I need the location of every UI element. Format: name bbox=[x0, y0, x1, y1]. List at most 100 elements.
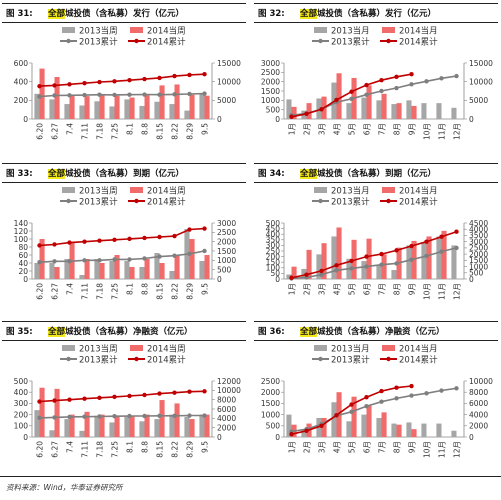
bar-mark bbox=[301, 268, 307, 279]
bar-mark bbox=[49, 430, 55, 437]
line-point bbox=[157, 92, 162, 97]
chart-panel-34: 图 34: 全部城投债（含私募）到期（亿元） 2013当月 2014当月 2013累… bbox=[254, 163, 498, 319]
line-point bbox=[454, 229, 459, 234]
bar-mark bbox=[99, 414, 105, 437]
legend-swatch-marker bbox=[134, 38, 139, 44]
bar-mark bbox=[189, 419, 195, 437]
line-point bbox=[82, 239, 87, 244]
x-tick-label: 7.11 bbox=[81, 283, 90, 300]
line-point bbox=[304, 428, 309, 434]
bar-mark bbox=[39, 68, 45, 119]
x-tick-label: 8.1 bbox=[126, 283, 135, 295]
right-tick-label: 1500 bbox=[217, 247, 236, 256]
left-tick-label: 0 bbox=[275, 115, 280, 124]
bar-mark bbox=[336, 73, 342, 119]
series-line bbox=[39, 250, 205, 263]
bar-mark bbox=[331, 402, 337, 437]
line-point bbox=[127, 413, 132, 419]
line-point bbox=[454, 73, 459, 79]
figure-title: 全部城投债（含私募）净融资（亿元） bbox=[48, 325, 193, 337]
line-point bbox=[112, 237, 117, 242]
bar-mark bbox=[94, 101, 100, 119]
bar-mark bbox=[301, 429, 307, 437]
bar-mark bbox=[114, 255, 120, 279]
bar-mark bbox=[406, 422, 412, 437]
left-tick-label: 100 bbox=[14, 422, 29, 431]
bar-mark bbox=[129, 97, 135, 119]
right-tick-label: 500 bbox=[217, 265, 232, 274]
line-point bbox=[334, 263, 339, 268]
bar-mark bbox=[129, 415, 135, 437]
x-tick-label: 1月 bbox=[288, 441, 297, 453]
right-tick-label: 4500 bbox=[469, 219, 488, 228]
x-tick-label: 12月 bbox=[453, 441, 462, 458]
line-point bbox=[439, 76, 444, 81]
bar-mark bbox=[366, 85, 372, 119]
legend-label: 2013累计 bbox=[331, 355, 370, 366]
bar-mark bbox=[351, 239, 357, 279]
legend-label: 2014当周 bbox=[147, 344, 186, 355]
legend-swatch-bar bbox=[382, 187, 395, 193]
bar-mark bbox=[174, 255, 180, 279]
bar-mark bbox=[184, 416, 190, 437]
bar-mark bbox=[421, 242, 427, 279]
x-tick-label: 5月 bbox=[348, 283, 357, 295]
bar-mark bbox=[306, 103, 312, 119]
line-point bbox=[364, 395, 369, 400]
x-tick-label: 7.25 bbox=[111, 441, 120, 458]
legend-swatch-bar bbox=[314, 345, 327, 351]
left-tick-label: 450 bbox=[266, 224, 281, 233]
legend-label: 2014累计 bbox=[399, 197, 438, 208]
legend-label: 2013累计 bbox=[331, 197, 370, 208]
line-point bbox=[319, 423, 324, 428]
left-tick-label: 250 bbox=[266, 247, 281, 256]
line-point bbox=[439, 249, 444, 254]
line-point bbox=[409, 257, 414, 262]
bar-mark bbox=[124, 416, 130, 437]
legend-label: 2014当月 bbox=[399, 344, 438, 355]
bar-mark bbox=[144, 259, 150, 279]
right-tick-label: 10000 bbox=[469, 377, 493, 386]
bar-mark bbox=[94, 415, 100, 437]
title-rest: 城投债（含私募）发行（亿元） bbox=[65, 9, 185, 19]
line-point bbox=[97, 258, 102, 263]
line-point bbox=[424, 253, 429, 259]
line-point bbox=[379, 251, 384, 257]
left-tick-label: 140 bbox=[14, 219, 29, 228]
x-tick-label: 8.15 bbox=[156, 283, 165, 300]
bar-mark bbox=[286, 414, 292, 437]
bar-mark bbox=[129, 267, 135, 279]
left-tick-label: 400 bbox=[14, 388, 29, 397]
left-tick-label: 3000 bbox=[261, 59, 280, 68]
left-tick-label: 300 bbox=[266, 241, 281, 250]
line-point bbox=[424, 391, 429, 396]
line-point bbox=[202, 226, 207, 231]
bar-mark bbox=[361, 97, 367, 119]
title-highlight: 全部 bbox=[48, 169, 66, 179]
bar-mark bbox=[321, 417, 327, 437]
bar-mark bbox=[144, 414, 150, 437]
x-tick-label: 1月 bbox=[288, 123, 297, 135]
bar-mark bbox=[396, 103, 402, 119]
left-tick-label: 150 bbox=[266, 258, 281, 267]
x-tick-label: 8.1 bbox=[126, 123, 135, 135]
x-tick-label: 8.8 bbox=[141, 441, 150, 453]
x-tick-label: 9月 bbox=[408, 123, 417, 135]
x-tick-label: 11月 bbox=[438, 123, 447, 140]
right-tick-label: 12000 bbox=[217, 377, 241, 386]
bar-mark bbox=[381, 93, 387, 119]
title-highlight: 全部 bbox=[300, 327, 318, 337]
x-tick-label: 8.8 bbox=[141, 123, 150, 135]
chart-title-bar: 图 34: 全部城投债（含私募）到期（亿元） bbox=[254, 163, 498, 183]
legend-label: 2013当月 bbox=[331, 186, 370, 197]
figure-number: 图 35: bbox=[6, 327, 33, 337]
left-tick-label: 0 bbox=[275, 433, 280, 442]
x-tick-label: 8.22 bbox=[171, 123, 180, 140]
line-point bbox=[157, 234, 162, 240]
bar-mark bbox=[159, 85, 165, 119]
right-tick-label: 2000 bbox=[469, 422, 488, 431]
bar-mark bbox=[199, 414, 205, 437]
line-point bbox=[37, 83, 42, 89]
line-point bbox=[379, 262, 384, 267]
